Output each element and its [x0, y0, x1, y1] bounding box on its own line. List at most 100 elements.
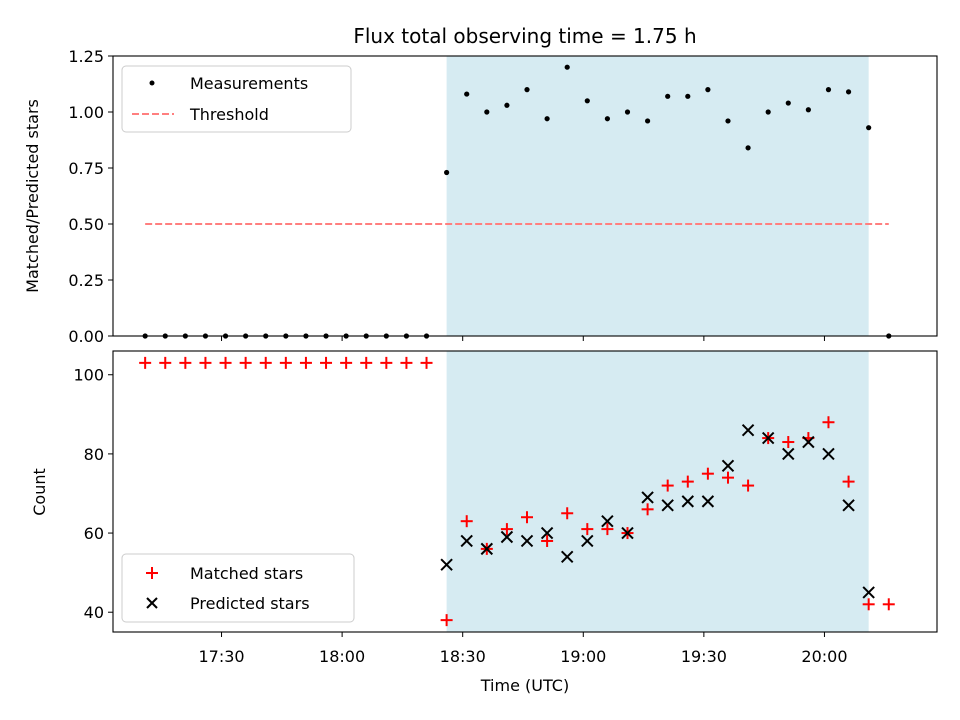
bottom-y-axis-label: Count — [30, 468, 49, 516]
predicted-star-point — [601, 514, 614, 528]
legend-threshold-label: Threshold — [189, 105, 269, 124]
bottom-y-tick-label: 100 — [73, 366, 104, 385]
bottom-x-tick-label: 18:00 — [319, 647, 365, 666]
predicted-star-point — [842, 499, 855, 512]
matched-star-point — [601, 523, 614, 536]
bottom-x-tick-label: 17:30 — [198, 647, 244, 666]
measurement-point — [725, 118, 731, 124]
bottom-x-tick-label: 19:30 — [681, 647, 727, 666]
legend-measurements-marker — [149, 80, 155, 86]
top-y-tick-label: 1.25 — [68, 47, 104, 66]
bottom-x-tick-label: 18:30 — [440, 647, 486, 666]
top-y-tick-label: 0.25 — [68, 271, 104, 290]
predicted-star-point — [761, 431, 775, 445]
predicted-star-point — [681, 495, 694, 508]
measurement-point — [584, 98, 590, 104]
bottom-plot-frame — [112, 350, 938, 633]
measurement-point — [785, 100, 791, 106]
matched-star-point — [259, 356, 272, 369]
top-y-tick-label: 0.50 — [68, 215, 104, 234]
bottom-panel: 40 60 80 100 17:30 18:00 18:30 19:00 19:30 20:00… — [30, 350, 938, 695]
measurement-point — [524, 87, 530, 93]
matched-star-point — [862, 598, 875, 611]
measurement-point — [705, 87, 711, 93]
matched-star-point — [159, 356, 172, 369]
top-panel: 0.00 0.25 0.50 0.75 1.00 1.25 Matched/Predict… — [23, 47, 938, 346]
top-plot-frame — [112, 55, 938, 337]
matched-star-point — [581, 523, 594, 536]
bottom-y-tick-label: 40 — [84, 603, 104, 622]
measurement-point — [544, 116, 550, 122]
predicted-star-point — [701, 495, 715, 508]
top-y-tick-label: 0.00 — [68, 327, 104, 346]
predicted-star-point — [540, 526, 554, 540]
predicted-star-point — [641, 491, 654, 504]
matched-star-point — [279, 356, 292, 369]
bottom-legend: Matched stars Predicted stars — [121, 553, 355, 623]
matched-star-point — [561, 507, 574, 520]
measurement-point — [845, 89, 852, 95]
bottom-y-tick-label: 60 — [84, 524, 104, 543]
matched-star-point — [701, 467, 714, 480]
matched-star-point — [742, 479, 755, 492]
measurement-point — [484, 109, 490, 115]
predicted-star-point — [581, 534, 594, 548]
matched-star-point — [721, 471, 734, 484]
predicted-star-point — [460, 534, 473, 548]
matched-star-point — [239, 356, 252, 369]
matched-star-point — [179, 356, 192, 369]
bottom-legend-box — [121, 553, 355, 623]
top-legend-box — [121, 65, 352, 133]
measurement-point — [866, 125, 872, 131]
top-x-ticks — [221, 336, 825, 341]
legend-predicted-label: Predicted stars — [190, 594, 310, 613]
measurement-point — [685, 93, 691, 99]
x-axis-label: Time (UTC) — [480, 676, 569, 695]
matched-star-point — [199, 356, 212, 369]
matched-star-point — [681, 475, 694, 488]
measurement-point — [624, 109, 631, 115]
matched-star-point — [460, 515, 473, 528]
legend-predicted-marker — [146, 597, 158, 609]
matched-star-point — [440, 614, 453, 627]
predicted-star-point — [822, 447, 835, 461]
matched-stars-series — [139, 356, 895, 627]
measurement-point — [504, 102, 510, 108]
predicted-star-point — [500, 530, 514, 544]
matched-star-point — [541, 534, 554, 547]
predicted-star-point — [560, 550, 574, 564]
matched-star-point — [882, 598, 895, 611]
matched-star-point — [842, 475, 855, 488]
top-y-axis-label: Matched/Predicted stars — [23, 99, 42, 293]
measurement-point — [444, 169, 450, 176]
matched-star-point — [400, 356, 413, 369]
top-y-ticks: 0.00 0.25 0.50 0.75 1.00 1.25 — [68, 47, 113, 346]
bottom-x-tick-label: 20:00 — [801, 647, 847, 666]
matched-star-point — [420, 356, 433, 369]
predicted-star-point — [862, 586, 875, 599]
top-legend: Measurements Threshold — [121, 65, 352, 133]
matched-star-point — [782, 436, 795, 449]
top-y-tick-label: 0.75 — [68, 159, 104, 178]
predicted-star-point — [802, 435, 815, 449]
matched-star-point — [360, 356, 373, 369]
measurement-point — [765, 109, 771, 115]
measurement-point — [745, 145, 751, 151]
chart-title: Flux total observing time = 1.75 h — [353, 24, 696, 48]
predicted-star-point — [480, 542, 494, 556]
matched-star-point — [822, 416, 835, 429]
bottom-x-ticks: 17:30 18:00 18:30 19:00 19:30 20:00 — [198, 632, 848, 666]
bottom-y-tick-label: 80 — [84, 445, 104, 464]
matched-star-point — [299, 356, 312, 369]
legend-matched-marker — [146, 567, 158, 579]
measurement-point — [805, 107, 811, 113]
measurement-point — [604, 116, 611, 122]
predicted-star-point — [741, 423, 755, 437]
observing-interval-shade — [446, 56, 869, 336]
matched-star-point — [380, 356, 393, 369]
bottom-x-tick-label: 19:00 — [560, 647, 606, 666]
legend-measurements-label: Measurements — [190, 74, 308, 93]
matched-star-point — [320, 356, 333, 369]
measurement-point — [464, 91, 470, 97]
